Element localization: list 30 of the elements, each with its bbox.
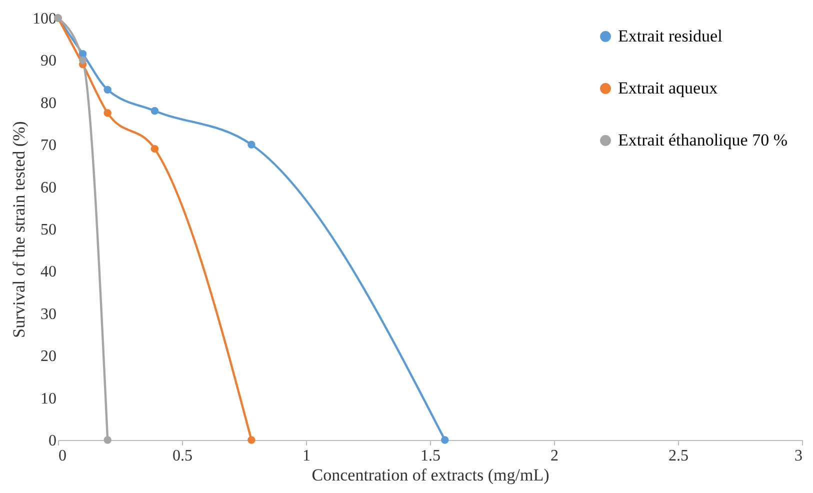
point — [104, 86, 112, 94]
y-tick-label: 70 — [40, 137, 56, 154]
y-tick-label: 0 — [48, 432, 56, 450]
x-tick-label: 2 — [550, 448, 558, 464]
y-tick-label: 10 — [40, 390, 56, 408]
point — [104, 109, 112, 117]
x-tick-label: 2.5 — [668, 448, 688, 464]
x-tick-label: 3 — [794, 448, 802, 464]
x-tick-label: 0.5 — [172, 448, 192, 464]
y-tick-label: 60 — [40, 179, 56, 196]
y-tick-label: 50 — [40, 222, 56, 238]
point — [104, 436, 112, 444]
legend-label: Extrait residuel — [618, 26, 723, 46]
point — [150, 106, 159, 115]
y-tick-label: 30 — [40, 306, 56, 323]
point — [150, 144, 159, 153]
point — [248, 140, 256, 148]
x-axis-title: Concentration of extracts (mg/mL) — [312, 466, 550, 484]
point — [248, 436, 256, 444]
legend-label: Extrait éthanolique 70 % — [618, 130, 788, 150]
legend-label: Extrait aqueux — [618, 78, 718, 98]
y-axis-title: Survival of the strain tested (%) — [10, 121, 28, 338]
x-tick-label: 1.5 — [420, 448, 440, 464]
point — [78, 56, 87, 64]
x-tick-label: 1 — [302, 448, 310, 464]
y-tick-label: 40 — [40, 264, 56, 281]
y-tick-label: 80 — [40, 94, 56, 112]
y-tick-label: 20 — [40, 348, 56, 366]
y-tick-label: 90 — [40, 52, 56, 70]
point — [441, 436, 449, 444]
